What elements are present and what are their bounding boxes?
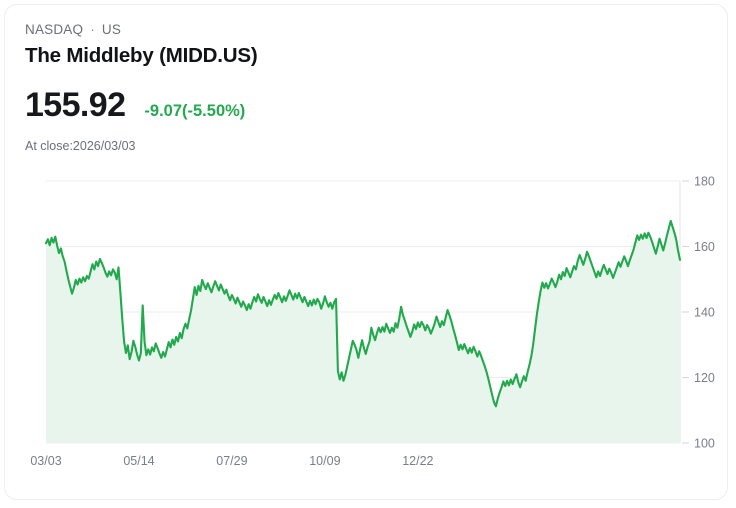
price-value: 155.92 [25,86,126,124]
price-line [44,219,682,408]
x-axis-label: 12/22 [402,454,433,468]
card-header: NASDAQ · US The Middleby (MIDD.US) 155.9… [5,5,727,154]
stock-quote-card: NASDAQ · US The Middleby (MIDD.US) 155.9… [4,4,728,500]
price-chart[interactable]: 180 160 140 120 100 03/03 05/14 07/29 10/09 12/22 [5,163,728,493]
exchange-name: NASDAQ [25,22,84,37]
price-row: 155.92 -9.07(-5.50%) [25,86,727,124]
separator-dot: · [90,22,95,37]
price-area-fill [46,220,680,443]
x-axis-label: 07/29 [216,454,247,468]
y-axis-label: 140 [694,306,715,320]
price-chart-svg[interactable]: 180 160 140 120 100 03/03 05/14 07/29 10/09 12/22 [5,163,728,493]
x-axis-label: 10/09 [309,454,340,468]
y-axis-label: 120 [694,371,715,385]
y-axis-label: 180 [694,175,715,189]
market-status: At close:2026/03/03 [25,139,136,153]
x-axis-label: 03/03 [30,454,61,468]
region-label: US [101,22,122,37]
x-axis-label: 05/14 [123,454,154,468]
page-title: The Middleby (MIDD.US) [25,44,258,67]
price-change: -9.07(-5.50%) [144,102,246,120]
y-axis-label: 100 [694,437,715,451]
y-axis-label: 160 [694,240,715,254]
exchange-row: NASDAQ · US [25,21,727,39]
